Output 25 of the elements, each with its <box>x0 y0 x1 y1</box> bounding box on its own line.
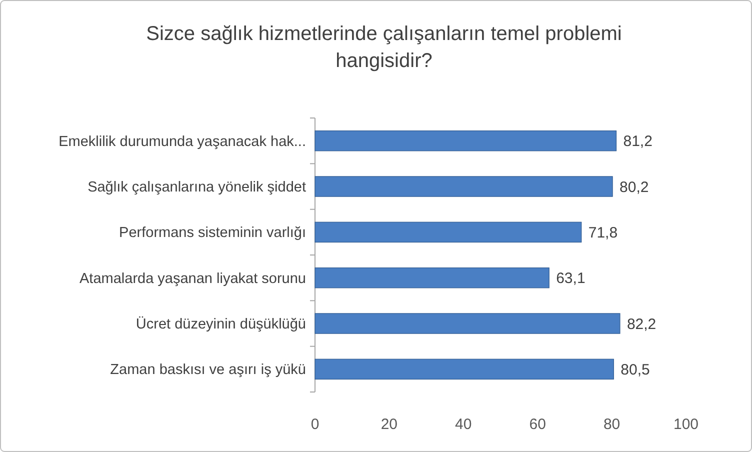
chart-title: Sizce sağlık hizmetlerinde çalışanların temel problemi hangisidir? <box>146 23 622 72</box>
data-label: 71,8 <box>588 224 618 242</box>
bar <box>314 176 613 197</box>
bar <box>314 222 582 243</box>
x-tick-label: 0 <box>310 416 320 433</box>
y-tick-label: Performans sisteminin varlığı <box>119 225 306 242</box>
y-tick-label: Sağlık çalışanlarına yönelik şiddet <box>88 180 306 196</box>
bar <box>314 358 614 380</box>
bar <box>314 130 617 152</box>
bar <box>314 267 550 288</box>
y-tick-label: Zaman baskısı ve aşırı iş yükü <box>110 362 306 378</box>
x-tick-label: 80 <box>603 416 620 433</box>
x-tick-label: 40 <box>455 416 472 433</box>
x-tick-label: 20 <box>380 416 398 433</box>
data-label: 82,2 <box>626 316 656 333</box>
y-tick-label: Atamalarda yaşanan liyakat sorunu <box>80 270 306 287</box>
data-label: 63,1 <box>556 270 586 288</box>
data-label: 80,5 <box>620 361 650 378</box>
data-label: 80,2 <box>620 178 649 196</box>
y-tick-label: Emeklilik durumunda yaşanacak hak... <box>58 134 306 150</box>
y-tick-label: Ücret düzeyinin düşüklüğü <box>136 316 306 333</box>
data-label: 81,2 <box>623 133 652 150</box>
x-tick-label: 60 <box>529 416 546 433</box>
x-tick-label: 100 <box>673 416 699 433</box>
bar <box>314 313 620 334</box>
